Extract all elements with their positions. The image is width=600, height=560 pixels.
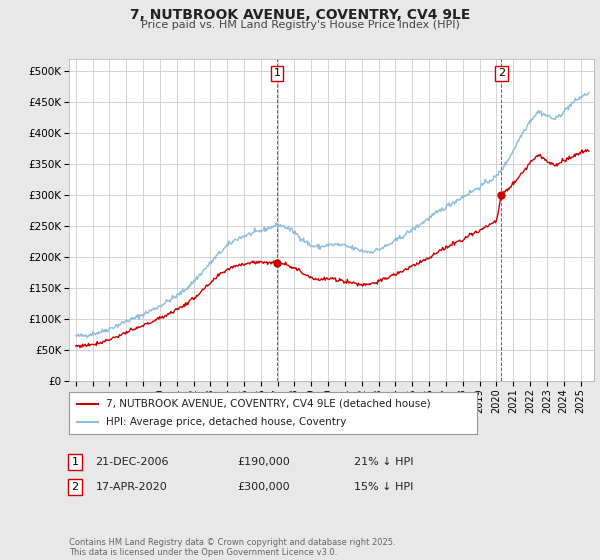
Text: £300,000: £300,000: [238, 482, 290, 492]
Text: 21% ↓ HPI: 21% ↓ HPI: [354, 457, 414, 467]
Text: Contains HM Land Registry data © Crown copyright and database right 2025.
This d: Contains HM Land Registry data © Crown c…: [69, 538, 395, 557]
Text: 1: 1: [274, 68, 281, 78]
Text: 7, NUTBROOK AVENUE, COVENTRY, CV4 9LE (detached house): 7, NUTBROOK AVENUE, COVENTRY, CV4 9LE (d…: [106, 399, 430, 409]
Text: Price paid vs. HM Land Registry's House Price Index (HPI): Price paid vs. HM Land Registry's House …: [140, 20, 460, 30]
Text: 17-APR-2020: 17-APR-2020: [96, 482, 168, 492]
Text: 2: 2: [71, 482, 79, 492]
Text: 7, NUTBROOK AVENUE, COVENTRY, CV4 9LE: 7, NUTBROOK AVENUE, COVENTRY, CV4 9LE: [130, 8, 470, 22]
Text: 21-DEC-2006: 21-DEC-2006: [95, 457, 169, 467]
Text: 15% ↓ HPI: 15% ↓ HPI: [355, 482, 413, 492]
Text: 2: 2: [498, 68, 505, 78]
Text: 1: 1: [71, 457, 79, 467]
Text: HPI: Average price, detached house, Coventry: HPI: Average price, detached house, Cove…: [106, 417, 346, 427]
Text: £190,000: £190,000: [238, 457, 290, 467]
